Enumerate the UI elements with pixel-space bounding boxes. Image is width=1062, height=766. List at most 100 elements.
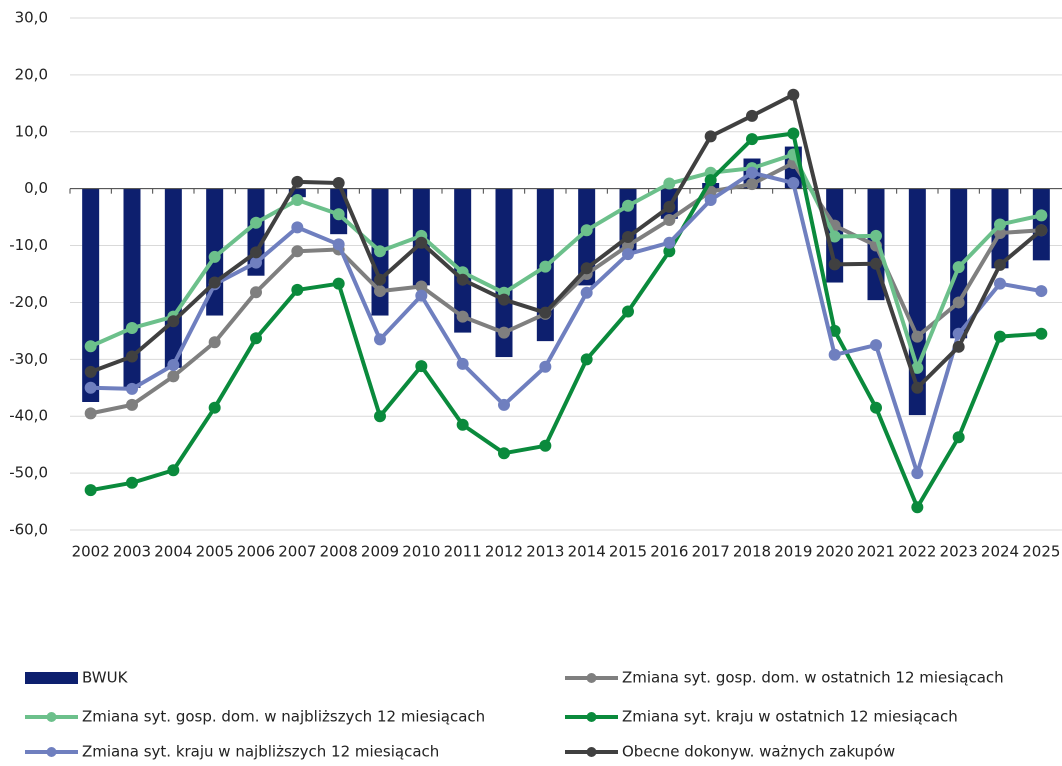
x-tick-label: 2022 (898, 543, 936, 561)
line-marker (622, 199, 634, 212)
line-marker (456, 418, 469, 431)
line-marker (84, 407, 97, 420)
x-tick-label: 2018 (733, 543, 771, 561)
line-marker (828, 230, 841, 243)
line-marker (622, 248, 634, 261)
line-marker (911, 501, 924, 514)
line-marker (746, 166, 758, 179)
line-marker (663, 236, 676, 249)
x-tick-label: 2008 (320, 543, 358, 561)
y-tick-label: 0,0 (24, 179, 48, 197)
line-marker (746, 109, 758, 122)
line-marker (1035, 224, 1048, 237)
line-series (89, 92, 1043, 390)
line-marker (415, 236, 428, 249)
x-tick-label: 2003 (113, 543, 151, 561)
line-marker (374, 333, 386, 346)
line-marker (911, 330, 924, 343)
line-marker (746, 178, 758, 191)
line-marker (84, 484, 97, 497)
line-marker (498, 326, 510, 339)
legend-label: Obecne dokonyw. ważnych zakupów (622, 743, 895, 761)
y-tick-label: 30,0 (15, 9, 48, 27)
line-marker (994, 330, 1006, 343)
line-marker (291, 245, 304, 258)
line-marker (250, 256, 262, 269)
line-marker (994, 218, 1006, 231)
line-marker (539, 360, 552, 373)
line-marker (994, 277, 1006, 290)
line-marker (911, 361, 924, 374)
line-marker (291, 221, 304, 234)
line-marker (332, 277, 345, 290)
line-marker (126, 398, 138, 411)
line-marker (539, 260, 552, 273)
x-tick-label: 2017 (692, 543, 730, 561)
line-marker (84, 365, 97, 378)
line-marker (952, 261, 965, 274)
line-marker (291, 194, 304, 207)
line-marker (332, 176, 345, 189)
line-marker (167, 370, 180, 383)
line-marker (663, 213, 676, 226)
line-marker (787, 127, 800, 140)
line-marker (911, 467, 924, 480)
line-marker (250, 286, 262, 299)
x-tick-label: 2023 (940, 543, 978, 561)
x-tick-label: 2006 (237, 543, 275, 561)
line-marker (704, 174, 717, 187)
line-marker (208, 250, 221, 263)
line-series (90, 131, 1042, 510)
line-marker (539, 306, 552, 319)
line-marker (1035, 327, 1048, 340)
bar (578, 188, 596, 286)
x-tick-label: 2025 (1022, 543, 1060, 561)
x-tick-label: 2021 (857, 543, 895, 561)
line-marker (580, 262, 593, 275)
legend-swatch (25, 672, 78, 684)
y-tick-label: -60,0 (9, 521, 48, 539)
line-marker (374, 273, 386, 286)
x-tick-label: 2015 (609, 543, 647, 561)
y-tick-label: 10,0 (15, 122, 48, 140)
line-marker (374, 245, 386, 258)
line-marker (84, 381, 97, 394)
line-marker (498, 447, 510, 460)
line-marker (870, 339, 882, 352)
line-marker (1035, 285, 1048, 298)
y-tick-label: 20,0 (15, 65, 48, 83)
line-marker (415, 360, 428, 373)
line-marker (787, 176, 800, 189)
x-tick-label: 2005 (196, 543, 234, 561)
y-tick-label: -30,0 (9, 350, 48, 368)
line-marker (126, 382, 138, 395)
y-tick-label: -20,0 (9, 293, 48, 311)
line-marker (208, 276, 221, 289)
line-marker (787, 88, 800, 101)
line-marker (994, 258, 1006, 271)
line-marker (622, 305, 634, 318)
line-marker (456, 357, 469, 370)
legend-label: Zmiana syt. gosp. dom. w najbliższych 12… (82, 708, 485, 726)
line-marker (374, 410, 386, 423)
y-tick-label: -40,0 (9, 407, 48, 425)
line-marker (539, 439, 552, 452)
y-tick-label: -50,0 (9, 464, 48, 482)
x-tick-label: 2013 (526, 543, 564, 561)
legend-label: Zmiana syt. kraju w najbliższych 12 mies… (82, 743, 439, 761)
line-marker (332, 238, 345, 251)
x-tick-label: 2002 (72, 543, 110, 561)
line-marker (126, 322, 138, 335)
legend-marker (46, 747, 57, 757)
line-marker (580, 353, 593, 366)
bar (164, 188, 182, 368)
x-tick-label: 2009 (361, 543, 399, 561)
line-marker (828, 258, 841, 271)
line-marker (250, 216, 262, 229)
line-marker (952, 340, 965, 353)
line-marker (374, 285, 386, 298)
line-marker (870, 257, 882, 270)
line-marker (911, 381, 924, 394)
line-marker (622, 231, 634, 244)
